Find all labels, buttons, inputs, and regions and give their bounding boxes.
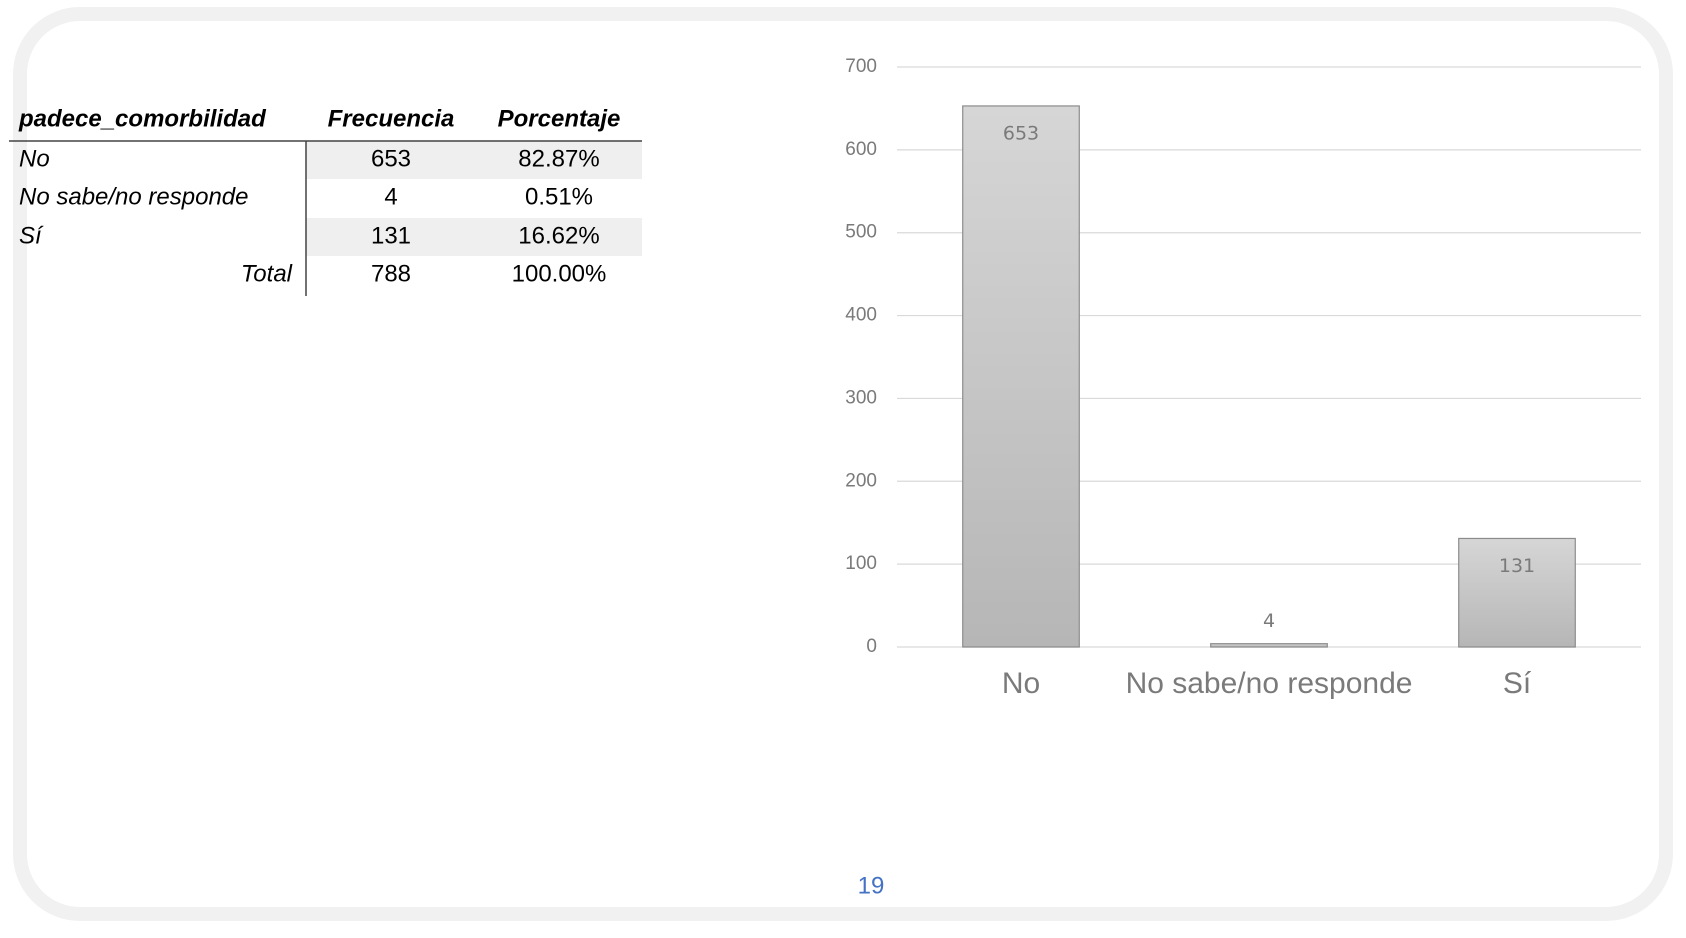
cell: 16.62% (518, 222, 599, 249)
y-tick-label: 100 (845, 553, 877, 574)
cell: 788 (371, 260, 411, 287)
value-label: 131 (1499, 555, 1535, 577)
y-tick-label: 300 (845, 387, 877, 408)
y-tick-label: 700 (845, 56, 877, 77)
watermark-frame (13, 7, 1673, 921)
y-tick-label: 600 (845, 139, 877, 160)
cell: 4 (384, 183, 397, 210)
row-shade (306, 218, 642, 256)
value-label: 653 (1003, 122, 1039, 144)
y-tick-label: 500 (845, 222, 877, 243)
y-tick-label: 400 (845, 305, 877, 326)
x-tick-label: No sabe/no responde (1126, 667, 1413, 700)
row-label: Sí (19, 222, 44, 249)
row-shade (306, 141, 642, 179)
value-label: 4 (1263, 610, 1275, 632)
y-tick-label: 200 (845, 470, 877, 491)
cell: 653 (371, 145, 411, 172)
cell: 131 (371, 222, 411, 249)
bar (962, 105, 1080, 648)
x-tick-label: Sí (1503, 667, 1532, 700)
chart: 0 100 200 300 400 500 600 700 No 653 No sabe/no re… (845, 56, 1641, 700)
row-label: Total (241, 260, 293, 287)
x-tick-label: No (1002, 667, 1040, 700)
cell: 82.87% (518, 145, 599, 172)
cell: 0.51% (525, 183, 593, 210)
row-label: No (19, 145, 50, 172)
row-label: No sabe/no responde (19, 183, 249, 210)
cell: 100.00% (512, 260, 607, 287)
header-cell: Porcentaje (498, 105, 621, 132)
bar (1210, 643, 1328, 648)
table: padece_comorbilidad Frecuencia Porcentaj… (9, 105, 642, 296)
header-cell: padece_comorbilidad (18, 105, 267, 132)
page-number: 19 (858, 872, 885, 899)
header-cell: Frecuencia (328, 105, 455, 132)
bar (1458, 537, 1576, 648)
y-tick-label: 0 (866, 636, 877, 657)
